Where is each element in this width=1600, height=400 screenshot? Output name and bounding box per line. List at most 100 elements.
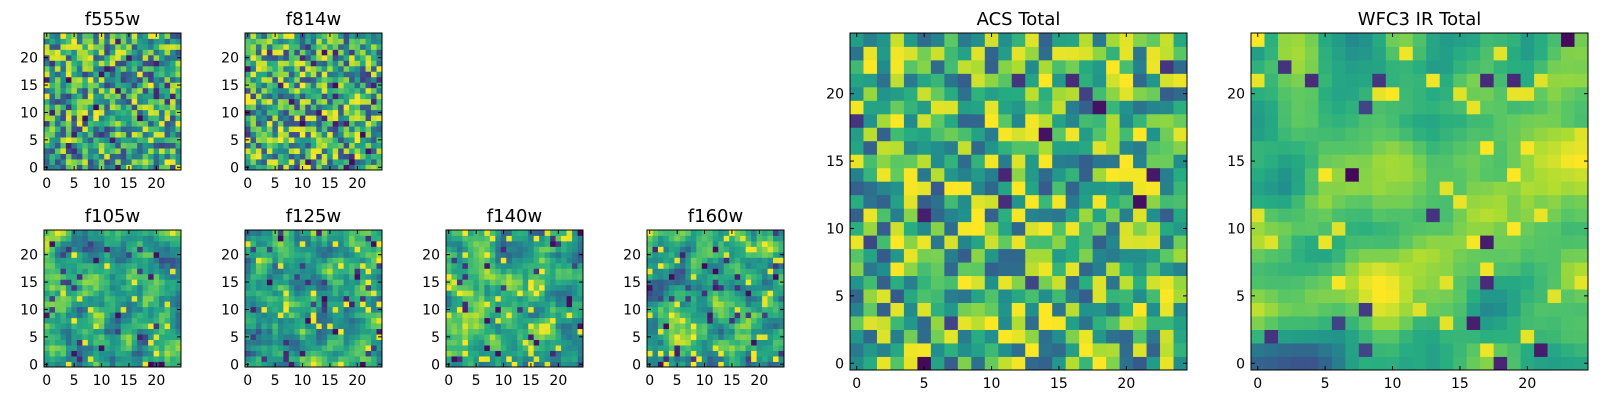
heatmap-cell — [376, 98, 383, 105]
heatmap-cell — [1065, 59, 1080, 74]
heatmap-cell — [109, 262, 116, 269]
heatmap-cell — [98, 93, 105, 100]
heatmap-cell — [773, 350, 779, 357]
heatmap-cell — [153, 137, 160, 143]
heatmap-cell — [572, 295, 578, 302]
heatmap-cell — [506, 334, 513, 340]
heatmap-cell — [272, 268, 279, 275]
heatmap-cell — [98, 235, 105, 242]
heatmap-cell — [1399, 289, 1414, 303]
heatmap-cell — [87, 120, 94, 127]
heatmap-cell — [890, 59, 905, 74]
heatmap-cell — [890, 329, 905, 344]
heatmap-cell — [767, 251, 774, 258]
heatmap-cell — [1561, 316, 1575, 330]
heatmap-cell — [93, 38, 100, 45]
heatmap-cell — [354, 273, 361, 280]
heatmap-cell — [1092, 262, 1107, 277]
heatmap-cell — [288, 240, 295, 247]
heatmap-cell — [365, 54, 372, 61]
heatmap-cell — [277, 43, 284, 50]
heatmap-cell — [54, 257, 61, 264]
heatmap-cell — [917, 302, 932, 317]
heatmap-cell — [500, 295, 507, 302]
heatmap-cell — [1493, 275, 1508, 290]
heatmap-cell — [734, 257, 741, 264]
heatmap-cell — [495, 235, 502, 242]
heatmap-cell — [718, 240, 725, 247]
heatmap-cell — [663, 323, 670, 330]
heatmap-cell — [984, 100, 999, 115]
heatmap-cell — [277, 262, 284, 269]
heatmap-cell — [360, 301, 366, 308]
heatmap-cell — [707, 290, 714, 297]
heatmap-cell — [462, 317, 469, 324]
heatmap-cell — [528, 240, 535, 247]
heatmap-cell — [539, 356, 546, 362]
heatmap-cell — [310, 290, 317, 297]
heatmap-cell — [478, 262, 485, 269]
heatmap-cell — [137, 312, 144, 319]
heatmap-cell — [1277, 235, 1292, 250]
heatmap-cell — [93, 120, 100, 127]
heatmap-cell — [701, 306, 708, 313]
heatmap-cell — [71, 93, 78, 100]
heatmap-cell — [1331, 167, 1346, 182]
heatmap-cell — [250, 126, 257, 133]
heatmap-cell — [120, 273, 127, 280]
heatmap-cell — [360, 273, 366, 280]
heatmap-cell — [517, 273, 524, 280]
heatmap-cell — [126, 82, 133, 89]
heatmap-cell — [115, 49, 122, 56]
heatmap-cell — [984, 275, 999, 290]
heatmap-cell — [87, 339, 94, 346]
heatmap-cell — [126, 120, 133, 127]
heatmap-cell — [93, 43, 100, 50]
heatmap-cell — [1331, 208, 1346, 223]
heatmap-cell — [478, 356, 485, 362]
heatmap-cell — [652, 301, 659, 308]
heatmap-cell — [49, 284, 56, 291]
heatmap-cell — [266, 104, 273, 111]
heatmap-cell — [745, 284, 752, 291]
heatmap-cell — [261, 251, 268, 258]
heatmap-cell — [1466, 248, 1481, 263]
heatmap-cell — [663, 334, 670, 340]
heatmap-cell — [1065, 356, 1080, 371]
heatmap-cell — [120, 356, 127, 362]
heatmap-cell — [668, 279, 675, 286]
heatmap-cell — [376, 148, 383, 154]
heatmap-cell — [115, 230, 122, 236]
heatmap-cell — [65, 246, 72, 253]
heatmap-cell — [76, 295, 83, 302]
heatmap-cell — [82, 82, 89, 89]
heatmap-cell — [54, 251, 61, 258]
heatmap-cell — [310, 251, 317, 258]
heatmap-cell — [277, 323, 284, 330]
heatmap-cell — [305, 251, 312, 258]
heatmap-cell — [299, 131, 306, 138]
heatmap-cell — [517, 284, 524, 291]
heatmap-cell — [756, 284, 763, 291]
heatmap-cell — [305, 137, 312, 143]
heatmap-cell — [354, 345, 361, 351]
heatmap-cell — [327, 301, 334, 308]
heatmap-cell — [164, 312, 171, 319]
heatmap-cell — [478, 361, 485, 368]
heatmap-cell — [283, 323, 290, 330]
heatmap-cell — [310, 38, 317, 45]
heatmap-cell — [115, 126, 122, 133]
heatmap-cell — [327, 295, 334, 302]
heatmap-cell — [44, 235, 50, 242]
heatmap-cell — [544, 350, 551, 357]
heatmap-cell — [164, 137, 171, 143]
heatmap-cell — [1038, 329, 1053, 344]
heatmap-cell — [115, 284, 122, 291]
heatmap-cell — [255, 317, 262, 324]
heatmap-cell — [54, 273, 61, 280]
heatmap-cell — [126, 71, 133, 78]
heatmap-cell — [349, 71, 355, 78]
heatmap-cell — [647, 356, 653, 362]
heatmap-cell — [1480, 167, 1495, 182]
heatmap-cell — [572, 251, 578, 258]
